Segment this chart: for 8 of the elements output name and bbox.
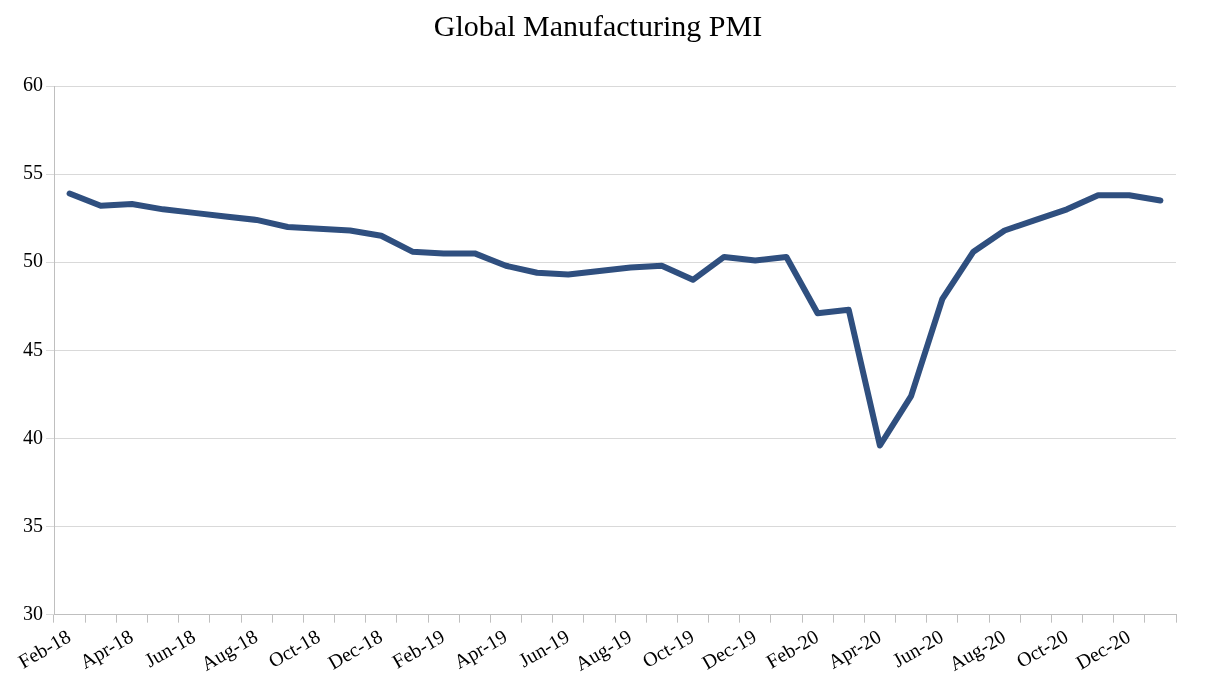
- y-tick-label: 60: [23, 73, 43, 96]
- y-tick-label: 30: [23, 601, 43, 624]
- y-tick-label: 40: [23, 425, 43, 448]
- y-tick-label: 55: [23, 161, 43, 184]
- y-tick-label: 45: [23, 337, 43, 360]
- y-tick-label: 50: [23, 249, 43, 272]
- chart-title: Global Manufacturing PMI: [433, 8, 763, 42]
- y-tick-label: 35: [23, 513, 43, 536]
